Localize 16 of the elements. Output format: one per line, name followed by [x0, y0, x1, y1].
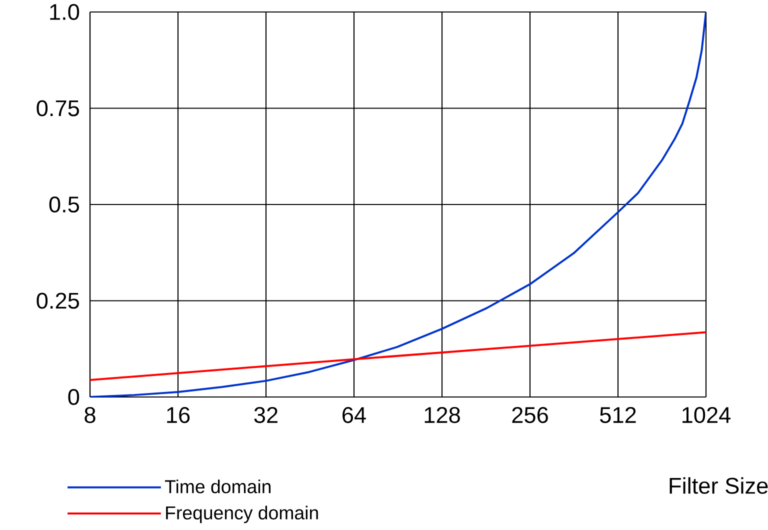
- x-tick-label: 8: [84, 407, 96, 424]
- x-tick-label: 32: [254, 407, 278, 424]
- x-tick-label: 64: [342, 407, 366, 424]
- x-axis-title: Filter Size: [670, 477, 768, 494]
- x-tick-label: 16: [167, 407, 190, 424]
- x-tick-label: 1024: [682, 407, 731, 424]
- x-tick-label: 512: [600, 407, 636, 424]
- x-tick-label: 256: [512, 407, 548, 424]
- y-tick-label: 0.25: [36, 292, 79, 309]
- x-tick-label: 128: [424, 407, 460, 424]
- legend-label: Time domain: [164, 480, 271, 494]
- y-tick-label: 1.0: [50, 4, 80, 20]
- y-tick-label: 0.5: [49, 196, 80, 213]
- y-tick-label: 0.75: [36, 100, 79, 116]
- legend-label: Frequency domain: [166, 506, 318, 524]
- y-tick-label: 0: [68, 388, 80, 406]
